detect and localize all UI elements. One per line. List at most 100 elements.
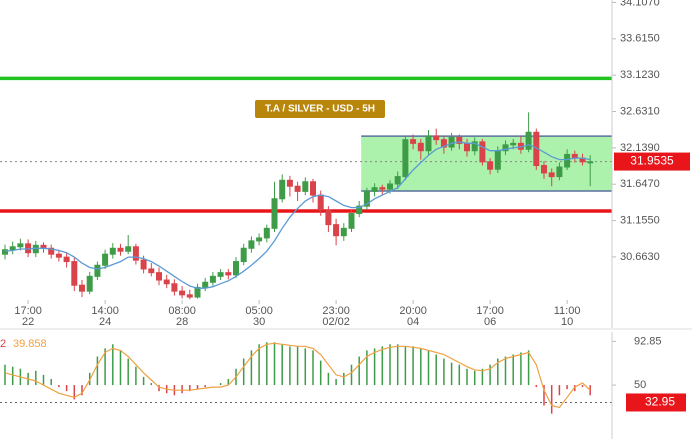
candle-body <box>48 247 55 255</box>
candle-body <box>548 172 555 178</box>
candle-body <box>148 268 155 274</box>
last-price-label: 31.9535 <box>630 154 674 168</box>
candle-body <box>140 259 147 270</box>
candle-body <box>494 150 501 170</box>
candle-body <box>302 181 309 192</box>
candle-body <box>186 294 193 298</box>
candle-body <box>271 198 278 229</box>
candle-body <box>2 249 8 255</box>
candle-body <box>456 136 463 144</box>
candle-body <box>371 187 378 192</box>
y-tick-label: 32.1390 <box>620 142 660 154</box>
candle-body <box>294 185 301 192</box>
x-tick-label: 20:00 <box>399 305 427 317</box>
x-tick-label: 14:00 <box>91 305 119 317</box>
y-tick-label: 32.6310 <box>620 105 660 117</box>
x-date-label: 06 <box>484 316 496 328</box>
candle-body <box>71 261 78 286</box>
y-tick-label: 33.6150 <box>620 33 660 45</box>
y-tick-label: 34.1070 <box>620 0 660 8</box>
candle-body <box>279 179 286 200</box>
x-date-label: 24 <box>99 316 111 328</box>
candle-body <box>55 253 62 258</box>
candle-body <box>310 181 316 196</box>
candle-body <box>202 281 209 288</box>
candle-body <box>348 213 355 229</box>
osc-last-badge <box>626 393 686 412</box>
candle-body <box>225 272 232 276</box>
x-date-label: 28 <box>176 316 188 328</box>
candle-body <box>79 284 85 292</box>
candle-body <box>402 139 409 178</box>
last-price-badge <box>614 152 690 171</box>
candle-body <box>333 224 340 237</box>
candle-body <box>9 246 16 251</box>
x-date-label: 02/02 <box>322 316 350 328</box>
x-tick-label: 11:00 <box>554 305 581 317</box>
candle-body <box>363 190 370 207</box>
osc-y-tick-label: 50 <box>634 379 646 391</box>
y-tick-label: 30.6630 <box>620 251 660 263</box>
candle-body <box>471 141 478 152</box>
candle-body <box>417 142 424 152</box>
candle-body <box>94 264 101 277</box>
x-tick-label: 17:00 <box>14 305 42 317</box>
candle-body <box>479 141 486 163</box>
candle-body <box>17 243 24 248</box>
x-tick-label: 17:00 <box>476 305 504 317</box>
candle-body <box>394 176 401 185</box>
candle-body <box>163 279 170 285</box>
candle-body <box>171 283 178 292</box>
candle-body <box>541 165 547 174</box>
x-date-label: 22 <box>22 316 34 328</box>
candle-body <box>286 179 293 187</box>
candle-body <box>525 131 532 150</box>
candle-body <box>487 161 494 170</box>
osc-line <box>4 342 591 409</box>
candle-body <box>433 135 440 141</box>
y-tick-label: 33.1230 <box>620 69 660 81</box>
x-date-label: 10 <box>561 316 573 328</box>
candle-body <box>556 166 563 178</box>
candle-body <box>510 142 517 146</box>
candle-body <box>256 237 263 242</box>
candle-body <box>356 205 363 215</box>
y-tick-label: 31.1550 <box>620 214 660 226</box>
x-tick-label: 23:00 <box>322 305 350 317</box>
candle-body <box>63 256 70 263</box>
osc-last-label: 32.95 <box>645 395 675 409</box>
candle-body <box>263 227 270 239</box>
candle-body <box>587 161 594 164</box>
y-tick-label: 31.6470 <box>620 178 660 190</box>
chart-title: T.A / SILVER - USD - 5H <box>265 104 375 115</box>
candle-body <box>248 240 255 249</box>
candle-body <box>502 144 509 152</box>
candle-body <box>425 135 432 152</box>
candle-body <box>464 142 470 152</box>
x-date-label: 30 <box>253 316 265 328</box>
candle-body <box>240 247 247 263</box>
candle-body <box>194 286 201 298</box>
candle-body <box>86 275 93 292</box>
candle-body <box>325 209 332 226</box>
candle-body <box>209 275 216 283</box>
candle-body <box>233 261 239 276</box>
candle-body <box>179 290 186 296</box>
candle-body <box>410 139 417 144</box>
osc-period: 2 <box>0 338 6 350</box>
candle-body <box>125 246 132 252</box>
title-badge <box>255 100 385 118</box>
candle-body <box>379 187 386 190</box>
candle-body <box>102 253 109 266</box>
candle-body <box>156 272 162 281</box>
x-tick-label: 05:00 <box>245 305 273 317</box>
osc-y-tick-label: 92.85 <box>634 335 662 347</box>
candle-body <box>117 247 124 252</box>
candle-body <box>109 247 116 255</box>
x-date-label: 04 <box>407 316 419 328</box>
moving-average <box>4 141 591 289</box>
candle-body <box>440 139 447 148</box>
candle-body <box>132 246 139 261</box>
